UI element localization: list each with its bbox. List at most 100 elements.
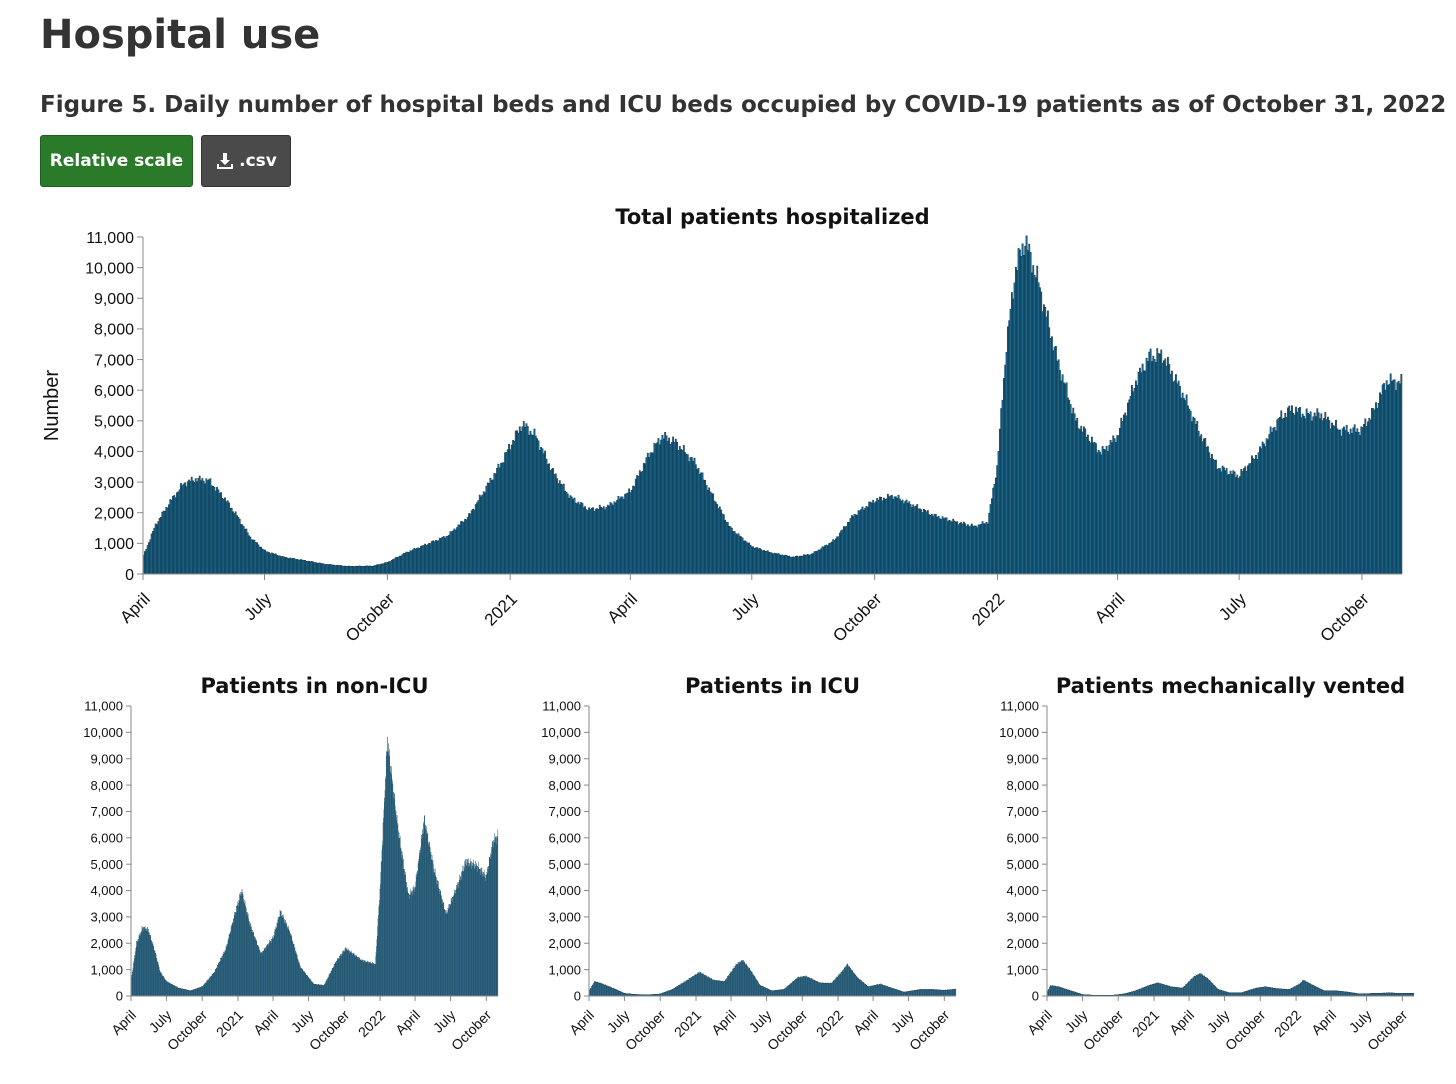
bar <box>817 549 820 575</box>
bar <box>1303 415 1305 575</box>
bar <box>394 557 397 575</box>
bar <box>1312 416 1315 575</box>
bar <box>412 549 414 575</box>
bar <box>630 489 633 575</box>
bar <box>1171 370 1173 575</box>
bar <box>458 524 461 575</box>
bar <box>1169 373 1172 575</box>
bar <box>1372 408 1375 575</box>
bar <box>434 539 437 575</box>
bar <box>1045 316 1048 575</box>
x-tick-label: April <box>708 1007 739 1038</box>
bar <box>1368 417 1371 575</box>
bar <box>854 514 857 575</box>
bar <box>745 541 748 575</box>
x-tick-label: July <box>888 1007 917 1036</box>
bar <box>225 501 228 575</box>
bar <box>1257 452 1260 575</box>
bar <box>589 509 592 575</box>
bar <box>698 473 701 575</box>
bar <box>809 554 812 575</box>
bar <box>457 524 460 575</box>
bar <box>568 498 571 575</box>
bar <box>493 473 496 575</box>
bar <box>157 521 160 575</box>
bar <box>860 509 863 575</box>
bar <box>204 483 206 575</box>
bar <box>1024 246 1027 575</box>
bar <box>173 495 176 575</box>
bar <box>1053 346 1056 575</box>
bar <box>1391 381 1393 575</box>
bar <box>636 475 639 575</box>
bar <box>1176 383 1179 575</box>
bar <box>237 517 240 575</box>
bar <box>205 478 208 575</box>
bar <box>1000 408 1003 575</box>
bar <box>1307 412 1309 575</box>
bar <box>1167 357 1169 575</box>
bar <box>477 500 480 575</box>
bar <box>512 440 514 575</box>
bar <box>432 540 434 575</box>
bar <box>470 510 473 575</box>
bar <box>713 500 716 575</box>
bar <box>802 554 805 575</box>
bar <box>1056 360 1059 575</box>
bar <box>1175 374 1177 575</box>
bar <box>925 511 928 575</box>
bar <box>1075 420 1077 575</box>
bar <box>214 490 217 575</box>
x-tick-label: July <box>288 1007 317 1036</box>
bar <box>218 492 221 575</box>
bar <box>1141 363 1144 575</box>
bar <box>872 499 875 575</box>
bar <box>1252 458 1255 575</box>
download-csv-button[interactable]: .csv <box>201 135 291 187</box>
x-tick-label: October <box>622 1007 669 1054</box>
bar <box>1237 478 1240 575</box>
bar <box>478 494 481 575</box>
bar <box>270 552 273 575</box>
bar <box>918 508 921 575</box>
bar <box>533 428 536 575</box>
bar <box>674 438 677 575</box>
bar <box>1207 446 1209 575</box>
bar <box>625 493 628 575</box>
bar <box>348 565 350 575</box>
bar <box>1232 470 1235 575</box>
bar <box>1267 439 1269 575</box>
bar <box>1127 402 1129 575</box>
bar <box>456 527 458 575</box>
bar <box>388 561 390 575</box>
bar <box>573 497 576 575</box>
bar <box>990 498 993 575</box>
bar <box>1349 428 1352 575</box>
bar <box>501 462 504 575</box>
bar <box>594 508 597 575</box>
bar <box>637 475 640 575</box>
bar <box>472 508 474 575</box>
bar <box>565 491 568 575</box>
bar <box>650 452 653 575</box>
bar <box>912 504 915 575</box>
bar <box>1155 362 1157 575</box>
bar <box>1360 426 1363 575</box>
bar <box>1305 408 1308 575</box>
bar <box>1135 380 1137 575</box>
bar <box>749 544 752 575</box>
bar <box>776 553 779 575</box>
bar <box>1151 361 1153 575</box>
bar <box>142 555 145 575</box>
bar <box>1055 346 1057 575</box>
relative-scale-button[interactable]: Relative scale <box>40 135 193 187</box>
bar <box>1159 353 1161 575</box>
bar <box>1029 251 1032 575</box>
bar <box>1177 380 1180 575</box>
bar <box>293 558 296 575</box>
bar <box>1080 425 1083 575</box>
bar <box>857 510 860 575</box>
x-tick-label: October <box>906 1007 953 1054</box>
bar <box>652 452 655 575</box>
bar <box>1339 429 1341 575</box>
